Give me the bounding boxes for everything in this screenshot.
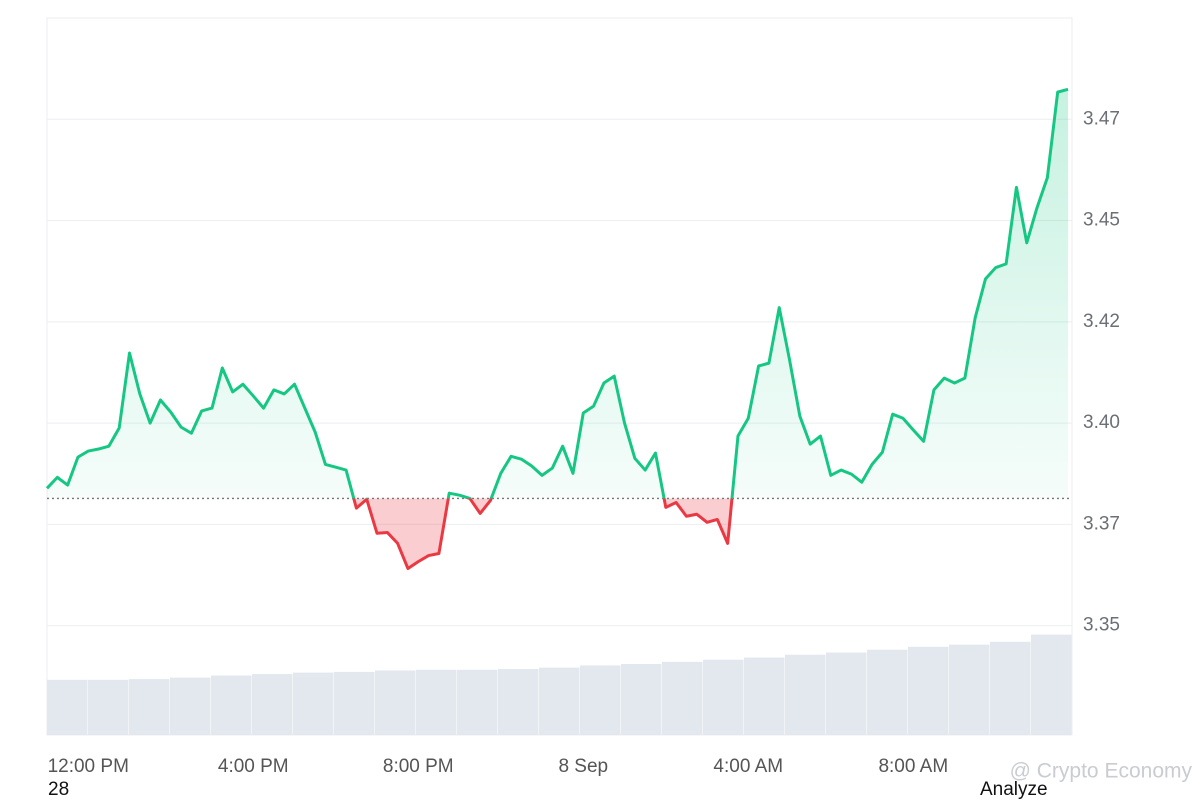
volume-bar	[908, 646, 949, 735]
watermark: @ Crypto Economy	[1010, 760, 1193, 783]
volume-bar	[88, 679, 129, 735]
cut-label: 28	[48, 779, 69, 800]
y-tick-label: 3.37	[1083, 513, 1120, 534]
volume-bar	[129, 679, 170, 735]
x-tick-label: 12:00 PM	[48, 756, 129, 777]
price-line	[45, 87, 1069, 571]
x-tick-label: 8:00 AM	[878, 756, 948, 777]
y-tick-label: 3.42	[1083, 311, 1120, 332]
y-tick-label: 3.47	[1083, 108, 1120, 129]
cut-label: Analyze	[980, 779, 1048, 800]
y-tick-label: 3.45	[1083, 210, 1120, 231]
price-area	[47, 89, 1068, 569]
volume-bar	[703, 659, 744, 735]
volume-bar	[211, 675, 252, 735]
volume-bar	[867, 649, 908, 735]
volume-bar	[457, 669, 498, 735]
volume-bar	[47, 679, 88, 735]
volume-bar	[334, 671, 375, 735]
y-tick-label: 3.35	[1083, 615, 1120, 636]
volume-bar	[949, 644, 990, 735]
volume-bar	[580, 665, 621, 735]
volume-bar	[539, 667, 580, 735]
volume-bar	[293, 672, 334, 735]
volume-layer	[47, 634, 1072, 735]
plot-layer	[45, 87, 1072, 571]
plot-frame	[46, 17, 1073, 736]
volume-bar	[826, 652, 867, 735]
volume-bar	[1031, 634, 1072, 735]
volume-bar	[990, 641, 1031, 735]
volume-bar	[416, 669, 457, 735]
x-tick-label: 8:00 PM	[383, 756, 454, 777]
volume-bar	[621, 664, 662, 735]
volume-bar	[785, 654, 826, 735]
volume-bar	[744, 657, 785, 735]
volume-bar	[170, 677, 211, 735]
volume-bar	[252, 674, 293, 735]
grid-layer	[47, 118, 1072, 627]
volume-bar	[662, 661, 703, 735]
x-tick-label: 4:00 PM	[218, 756, 289, 777]
volume-bar	[498, 669, 539, 735]
x-tick-label: 8 Sep	[558, 756, 608, 777]
volume-bar	[375, 670, 416, 735]
x-tick-label: 4:00 AM	[713, 756, 783, 777]
y-tick-label: 3.40	[1083, 412, 1120, 433]
